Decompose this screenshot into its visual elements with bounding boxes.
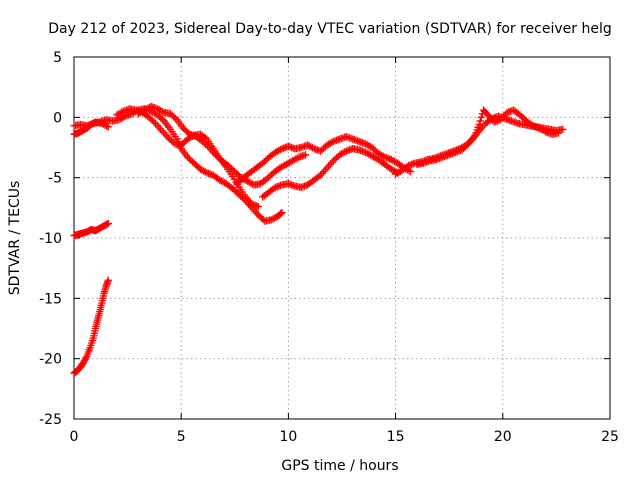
x-tick-label: 20 — [494, 429, 512, 445]
y-tick-label: 0 — [53, 110, 62, 126]
data-point — [254, 202, 263, 211]
series-trace-late-b — [413, 106, 563, 169]
series-trace-recovery-a — [233, 132, 415, 188]
y-tick-label: 5 — [53, 50, 62, 66]
series-trace-early-upper — [70, 118, 112, 138]
data-point — [277, 209, 285, 218]
data-point — [471, 131, 479, 140]
data-point — [104, 219, 112, 228]
data-point — [472, 129, 480, 137]
data-point — [475, 120, 483, 129]
data-point — [559, 125, 567, 134]
x-tick-label: 10 — [279, 429, 297, 445]
data-points — [70, 102, 567, 377]
data-point — [278, 209, 286, 217]
series-trace-recovery-b — [259, 145, 402, 201]
y-tick-label: -15 — [39, 291, 62, 307]
series-trace-steep-rise — [70, 276, 112, 377]
series-trace-minus10-arc — [70, 219, 112, 240]
data-point — [104, 276, 112, 284]
y-tick-label: -10 — [39, 231, 62, 247]
data-point — [406, 167, 415, 176]
data-point — [301, 151, 310, 159]
y-tick-label: -5 — [48, 171, 62, 187]
data-point — [483, 110, 491, 118]
data-point — [104, 123, 112, 131]
x-tick-label: 15 — [387, 429, 405, 445]
x-axis-label: GPS time / hours — [281, 458, 398, 474]
y-tick-labels: -25 -20 -15 -10 -5 0 5 — [39, 50, 62, 428]
chart-title: Day 212 of 2023, Sidereal Day-to-day VTE… — [48, 21, 611, 37]
x-tick-labels: 0 5 10 15 20 25 — [70, 429, 619, 445]
x-tick-label: 5 — [177, 429, 186, 445]
data-point — [476, 117, 484, 125]
x-tick-label: 0 — [70, 429, 79, 445]
axis-ticks — [73, 56, 611, 420]
data-point — [554, 129, 563, 137]
y-tick-label: -25 — [39, 412, 62, 428]
data-point — [477, 113, 486, 121]
y-axis-label: SDTVAR / TECUs — [7, 181, 23, 296]
data-point — [474, 123, 482, 131]
data-point — [473, 126, 481, 134]
x-tick-label: 25 — [601, 429, 619, 445]
y-tick-label: -20 — [39, 352, 62, 368]
